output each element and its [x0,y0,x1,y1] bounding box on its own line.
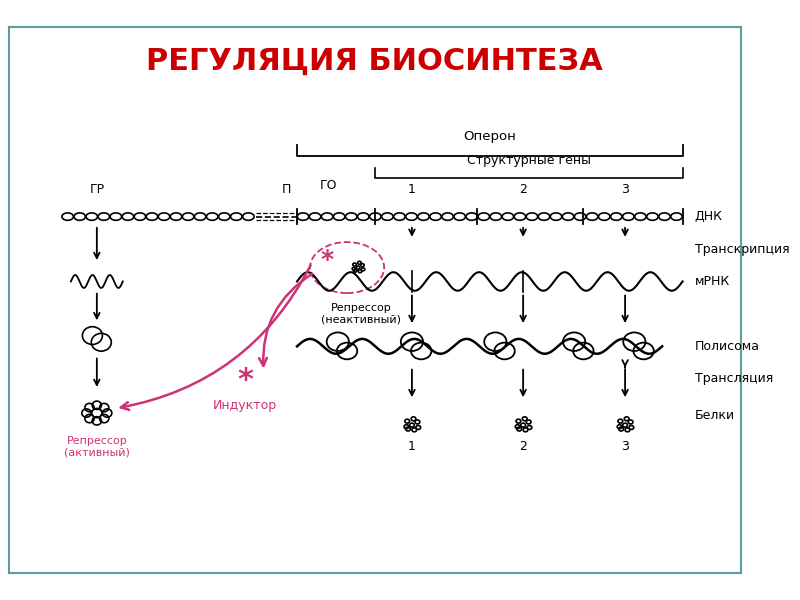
Text: П: П [282,183,291,196]
Text: 3: 3 [621,183,629,196]
Text: 2: 2 [519,440,527,453]
Text: Индуктор: Индуктор [213,399,277,412]
Text: *: * [320,248,334,272]
Text: Транскрипция: Транскрипция [694,242,790,256]
Text: Белки: Белки [694,409,734,422]
Text: 3: 3 [621,440,629,453]
Text: Трансляция: Трансляция [694,372,773,385]
Text: Структурные гены: Структурные гены [466,154,590,167]
Text: 1: 1 [408,183,416,196]
Text: мРНК: мРНК [694,275,730,288]
Text: Репрессор
(неактивный): Репрессор (неактивный) [321,303,401,325]
Text: *: * [237,366,253,395]
Text: Репрессор
(активный): Репрессор (активный) [64,436,130,458]
Text: ГР: ГР [90,183,105,196]
Text: 1: 1 [408,440,416,453]
Text: 2: 2 [519,183,527,196]
Text: ГО: ГО [320,179,338,191]
Text: ДНК: ДНК [694,210,722,223]
Text: РЕГУЛЯЦИЯ БИОСИНТЕЗА: РЕГУЛЯЦИЯ БИОСИНТЕЗА [146,46,603,76]
Text: Полисома: Полисома [694,340,759,353]
Text: Оперон: Оперон [463,130,516,143]
